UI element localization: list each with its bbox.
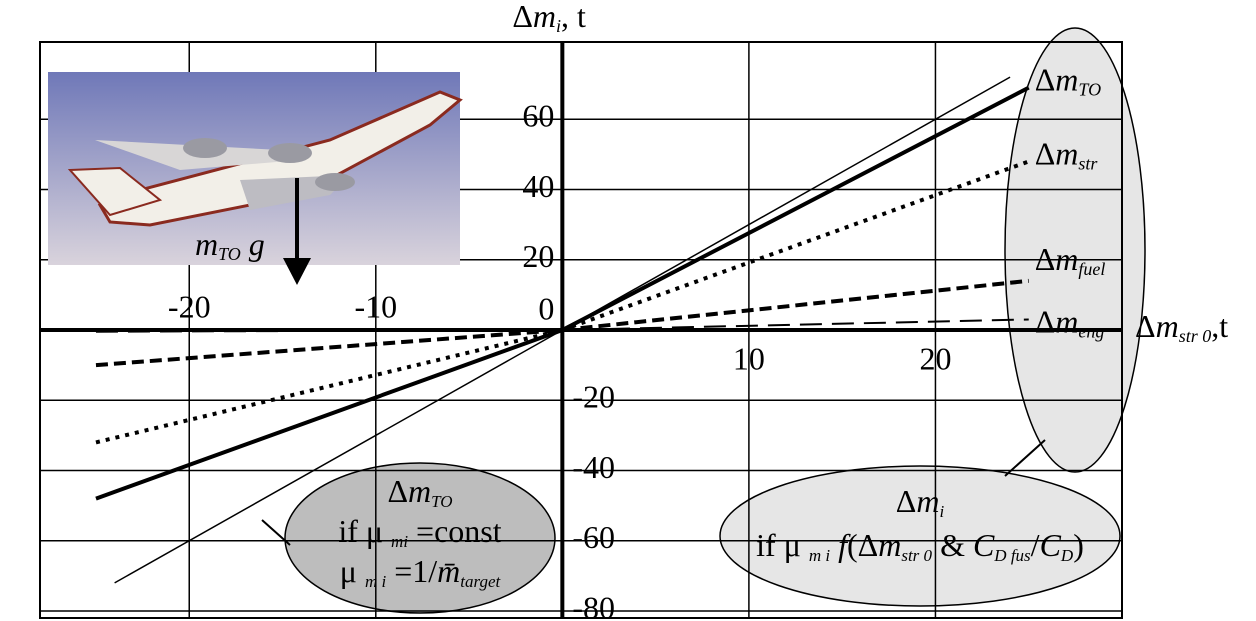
- text-run: ,t: [1211, 308, 1228, 344]
- text-run: D: [1060, 546, 1074, 565]
- x-tick-label: 10: [733, 340, 765, 376]
- annotation: Δmi: [896, 483, 945, 521]
- y-tick-label: -80: [572, 589, 615, 621]
- text-run: Δ: [896, 483, 917, 519]
- text-run: &: [932, 527, 973, 563]
- annotation: if μ mi =const: [338, 513, 501, 551]
- text-run: D fus: [993, 546, 1031, 565]
- text-run: fuel: [1078, 259, 1105, 279]
- y-tick-label: -40: [572, 449, 615, 485]
- text-run: str 0: [901, 546, 932, 565]
- text-run: Δ: [387, 473, 408, 509]
- text-run: m: [1055, 136, 1078, 172]
- text-run: [241, 226, 249, 262]
- y-tick-label: -60: [572, 519, 615, 555]
- text-run: Δ: [1035, 304, 1056, 340]
- text-run: m i: [809, 546, 831, 565]
- text-run: m: [195, 226, 218, 262]
- text-run: (Δ: [847, 527, 878, 563]
- text-run: mi: [391, 532, 408, 551]
- y-tick-label: -20: [572, 379, 615, 415]
- text-run: =1/: [386, 553, 437, 589]
- y-tick-label: 0: [538, 290, 554, 326]
- text-run: C: [1040, 527, 1062, 563]
- text-run: m: [1055, 304, 1078, 340]
- text-run: TO: [431, 492, 452, 511]
- x-axis-title: Δmstr 0,t: [1135, 308, 1228, 346]
- text-run: m: [408, 473, 431, 509]
- text-run: m i: [365, 572, 387, 591]
- text-run: Δ: [1035, 241, 1056, 277]
- text-run: if μ: [338, 513, 391, 549]
- y-axis-title: Δmi, t: [512, 0, 586, 36]
- y-tick-label: 60: [522, 98, 554, 134]
- text-run: TO: [1078, 80, 1101, 100]
- text-run: =const: [408, 513, 502, 549]
- text-run: μ: [340, 553, 365, 589]
- x-tick-label: -10: [354, 288, 397, 324]
- x-tick-label: 20: [919, 340, 951, 376]
- text-run: , t: [561, 0, 586, 34]
- arrow-head: [283, 258, 311, 285]
- text-run: m: [1156, 308, 1179, 344]
- text-run: if μ: [756, 527, 809, 563]
- text-run: TO: [218, 244, 241, 264]
- text-run: str: [1078, 154, 1098, 174]
- text-run: Δ: [512, 0, 533, 34]
- text-run: m: [533, 0, 556, 34]
- text-run: Δ: [1035, 62, 1056, 98]
- y-tick-label: 40: [522, 168, 554, 204]
- text-run: C: [973, 527, 995, 563]
- chart: -20-101020-80-60-40-200204060Δmi, tΔmstr…: [0, 0, 1256, 621]
- text-run: g: [249, 226, 265, 262]
- y-tick-label: 20: [522, 238, 554, 274]
- text-run: i: [939, 502, 944, 521]
- text-run: [830, 527, 838, 563]
- text-run: m: [1055, 62, 1078, 98]
- text-run: ): [1073, 527, 1084, 563]
- text-run: /: [1031, 527, 1040, 563]
- text-run: m: [1055, 241, 1078, 277]
- text-run: Δ: [1035, 136, 1056, 172]
- text-run: m: [878, 527, 901, 563]
- text-run: Δ: [1135, 308, 1156, 344]
- text-run: m̄: [437, 553, 460, 589]
- x-tick-label: -20: [168, 288, 211, 324]
- text-run: m: [916, 483, 939, 519]
- text-run: eng: [1078, 322, 1104, 342]
- text-run: target: [460, 572, 501, 591]
- text-run: str 0: [1179, 326, 1212, 346]
